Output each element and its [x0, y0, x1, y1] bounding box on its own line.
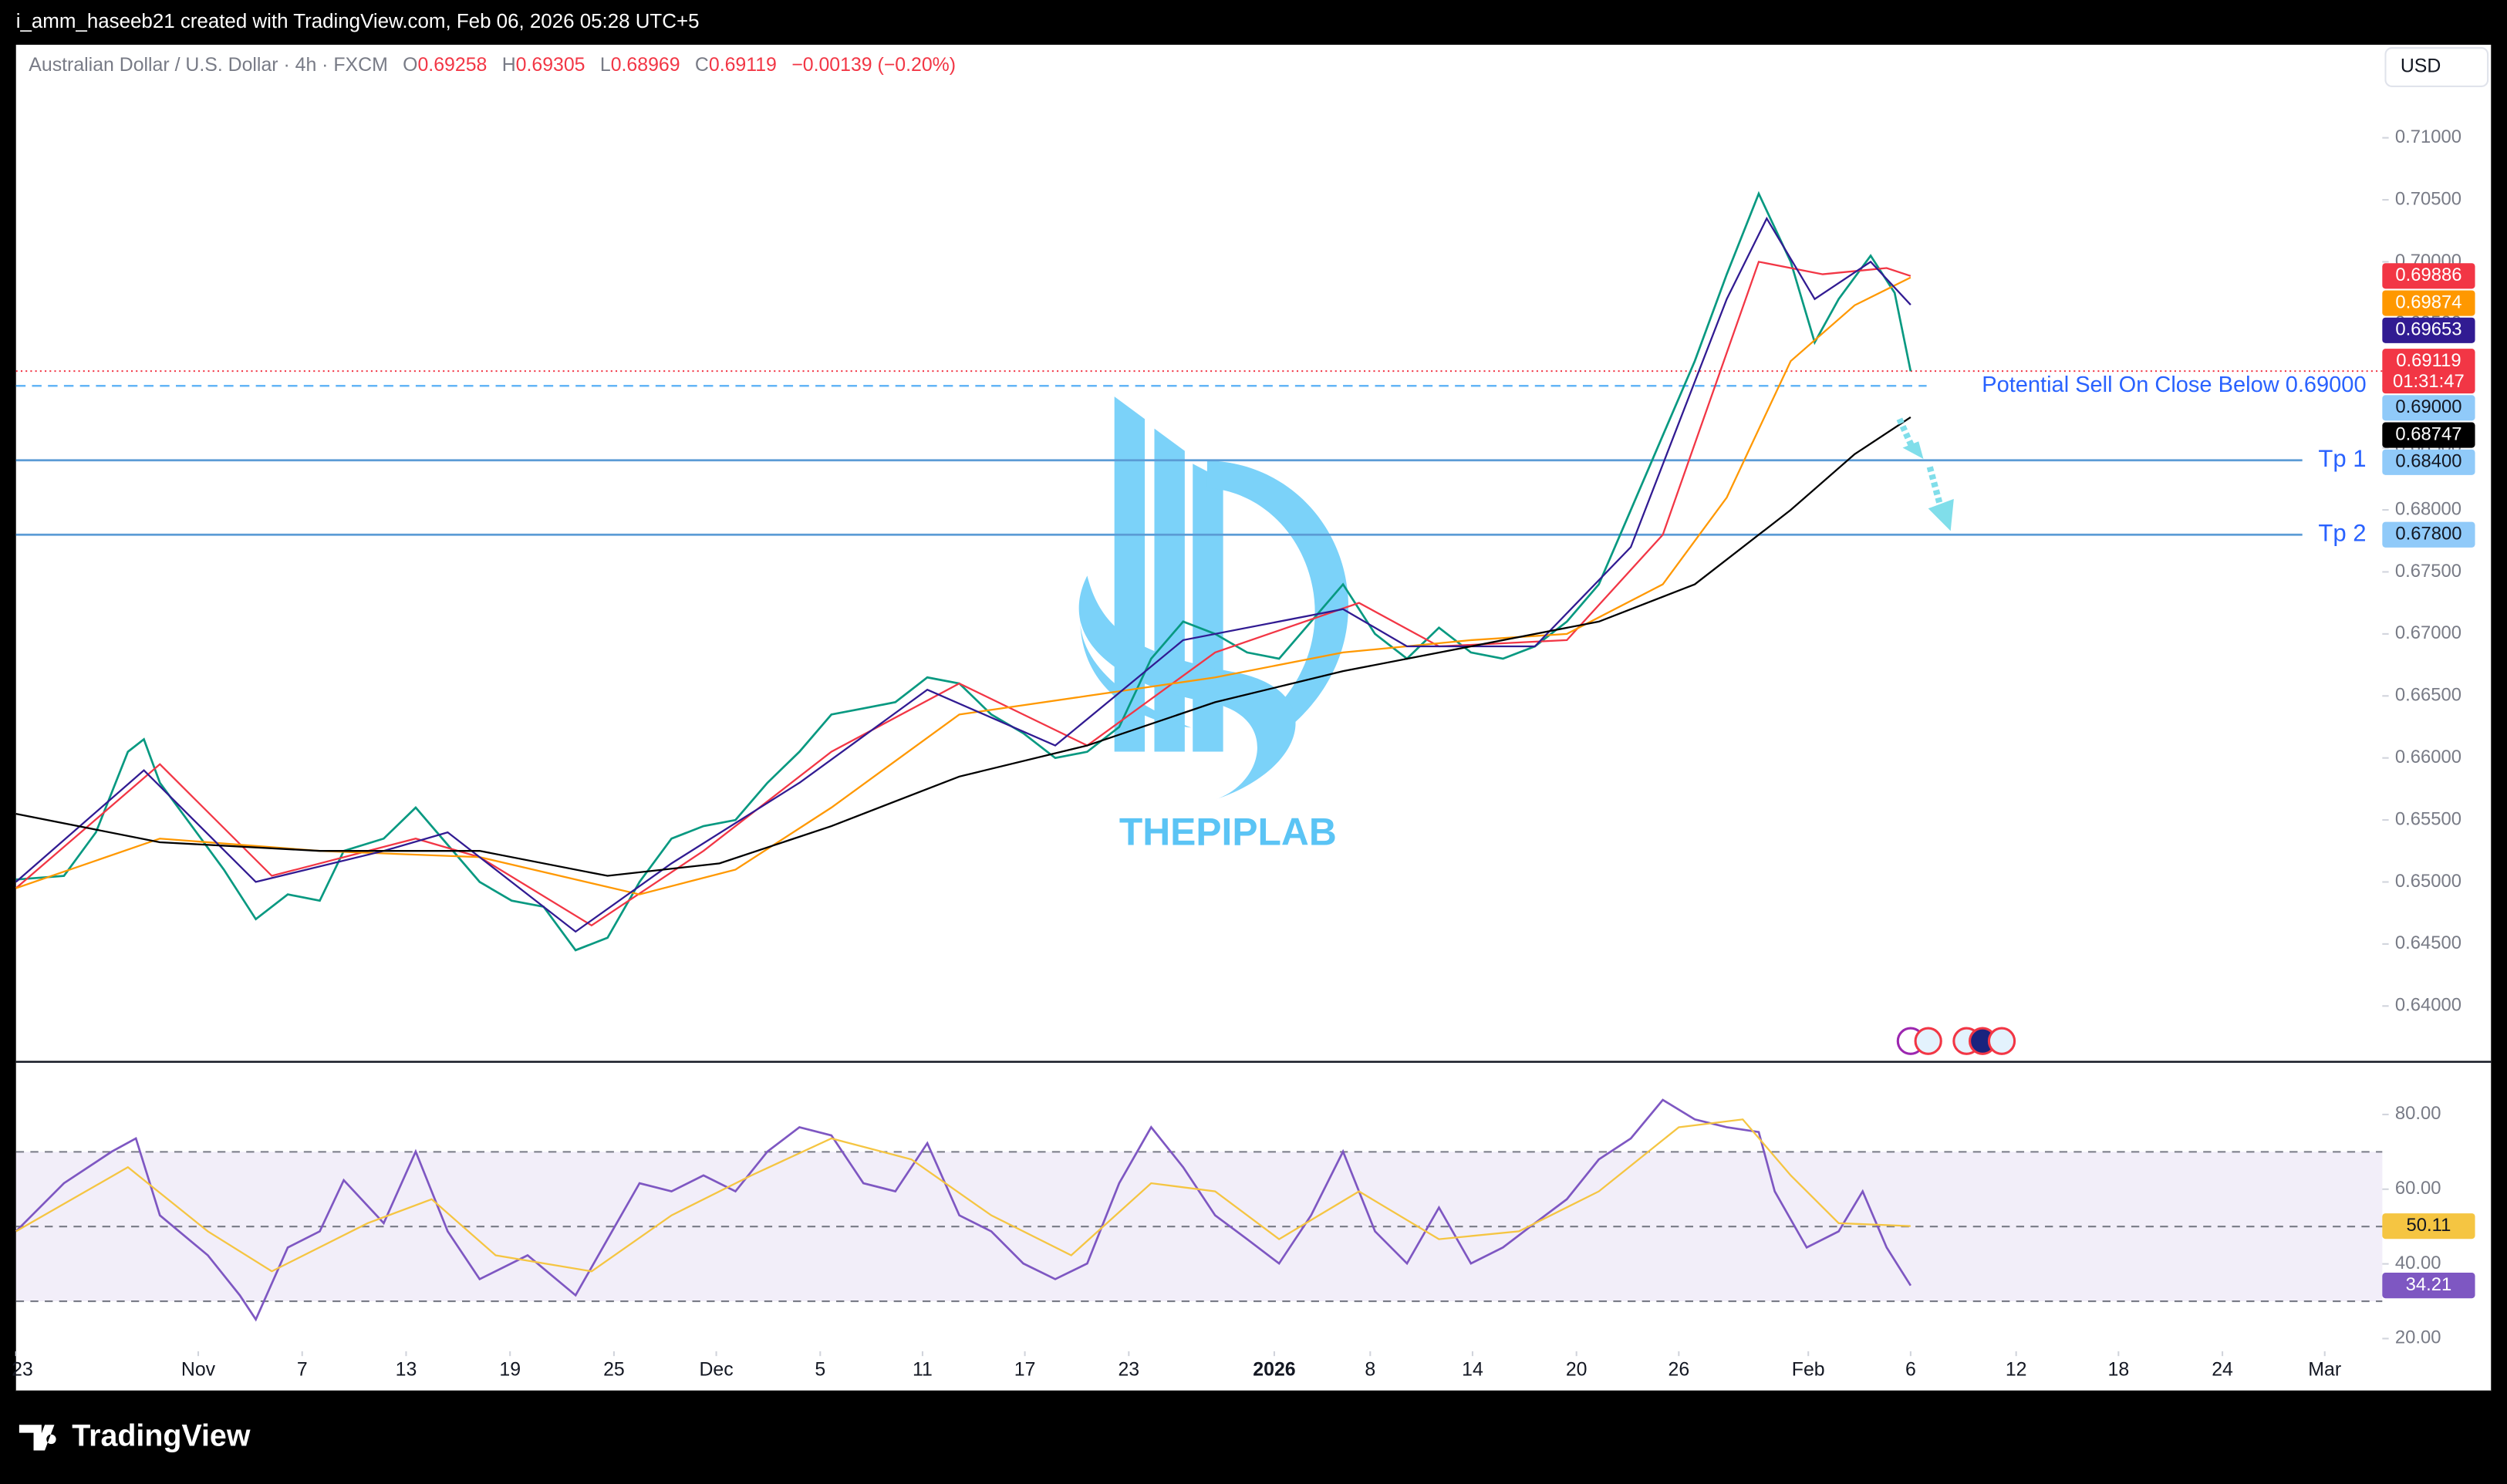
price-badge-text: 34.21: [2406, 1274, 2452, 1295]
watermark-text: THEPIPLAB: [1119, 810, 1337, 853]
y-tick-label: 0.71000: [2395, 126, 2461, 147]
currency[interactable]: USD: [2401, 56, 2441, 77]
x-tick-label: 20: [1566, 1358, 1588, 1380]
legend: Australian Dollar / U.S. Dollar · 4h · F…: [29, 54, 956, 76]
x-tick-label: 14: [1462, 1358, 1483, 1380]
x-tick-label: 23: [12, 1358, 33, 1380]
plots: 0.64000 0.64500 0.65000 0.65500 0.66000 0.665…: [12, 126, 2475, 1380]
x-tick-label: 2026: [1253, 1358, 1295, 1380]
y-tick-label: 20.00: [2395, 1327, 2441, 1348]
price-badge: [2382, 263, 2475, 289]
x-tick-label: Mar: [2308, 1358, 2341, 1380]
price-badge: [2382, 422, 2475, 448]
y-tick-label: 0.64500: [2395, 933, 2461, 953]
price-badge-text: 01:31:47: [2393, 371, 2465, 392]
x-tick-label: 13: [396, 1358, 417, 1380]
ohlc-value: 0.69258: [417, 54, 487, 76]
ohlc-label: C: [695, 54, 709, 76]
x-tick-label: 19: [499, 1358, 521, 1380]
x-tick-label: 12: [2006, 1358, 2027, 1380]
series-line: [15, 276, 1911, 895]
series-line: [15, 191, 1912, 952]
series-line: [15, 216, 1911, 933]
x-tick-label: Dec: [699, 1358, 733, 1380]
price-badge-text: 50.11: [2407, 1215, 2451, 1236]
x-tick-label: 5: [815, 1358, 825, 1380]
price-badge: [2382, 349, 2475, 394]
price-badge-text: 0.68747: [2395, 423, 2461, 444]
x-tick-label: 25: [603, 1358, 625, 1380]
currency-button[interactable]: [2384, 47, 2489, 87]
price-badge-text: 0.68400: [2395, 451, 2461, 472]
price-badge: [2382, 449, 2475, 475]
series-line: [15, 416, 1911, 877]
price-badge-text: 0.69874: [2395, 292, 2461, 312]
y-tick-label: 0.68000: [2395, 498, 2461, 519]
series-line: [15, 1098, 1912, 1322]
change: −0.00139 (−0.20%): [791, 54, 956, 76]
brand-logo: [19, 1425, 56, 1451]
price-badge: [2382, 395, 2475, 421]
price-badge-text: 0.67800: [2395, 524, 2461, 545]
x-tick-label: 23: [1119, 1358, 1140, 1380]
ohlc-label: L: [600, 54, 611, 76]
price-badge: [2382, 521, 2475, 548]
y-tick-label: 0.67000: [2395, 622, 2461, 643]
price-badge-text: 0.69886: [2395, 265, 2461, 285]
brand: TradingView: [72, 1418, 251, 1452]
x-tick-label: 8: [1365, 1358, 1375, 1380]
x-tick-label: 11: [913, 1358, 933, 1380]
ohlc-label: H: [502, 54, 516, 76]
price-badge: [2382, 290, 2475, 316]
price-badge-text: 0.69653: [2395, 319, 2461, 340]
y-tick-label: 0.65000: [2395, 871, 2461, 892]
level-text: Tp 2: [2318, 519, 2366, 546]
x-tick-label: 17: [1014, 1358, 1036, 1380]
ohlc-label: O: [403, 54, 417, 76]
credit: i_amm_haseeb21 created with TradingView.…: [16, 11, 700, 32]
symbol-title: Australian Dollar / U.S. Dollar · 4h · F…: [29, 54, 387, 76]
y-tick-label: 60.00: [2395, 1178, 2441, 1199]
y-tick-label: 40.00: [2395, 1253, 2441, 1273]
x-tick-label: Nov: [181, 1358, 216, 1380]
y-tick-label: 0.67500: [2395, 561, 2461, 582]
price-badge-text: 0.69119: [2396, 350, 2461, 371]
x-tick-label: 26: [1669, 1358, 1690, 1380]
ohlc-value: 0.69119: [709, 54, 777, 76]
price-badge-text: 0.69000: [2395, 396, 2461, 417]
series-line: [15, 1118, 1911, 1273]
x-tick-label: 24: [2212, 1358, 2233, 1380]
y-tick-label: 80.00: [2395, 1103, 2441, 1124]
projection-arrows: [1896, 417, 1954, 531]
price-badge: [2382, 317, 2475, 343]
ohlc-value: 0.68969: [611, 54, 680, 76]
price-badge: [2382, 1213, 2475, 1239]
y-tick-label: 0.65500: [2395, 808, 2461, 829]
x-tick-label: Feb: [1792, 1358, 1825, 1380]
price-badge: [2382, 1273, 2475, 1299]
y-tick-label: 0.66500: [2395, 685, 2461, 706]
level-text: Tp 1: [2318, 445, 2366, 472]
y-tick-label: 0.64000: [2395, 995, 2461, 1016]
x-tick-label: 6: [1905, 1358, 1916, 1380]
y-tick-label: 0.66000: [2395, 747, 2461, 767]
x-tick-label: 7: [297, 1358, 308, 1380]
event-icons[interactable]: [1896, 1027, 2016, 1055]
ohlc-value: 0.69305: [516, 54, 585, 76]
x-tick-label: 18: [2108, 1358, 2130, 1380]
level-text: Potential Sell On Close Below 0.69000: [1982, 373, 2366, 397]
y-tick-label: 0.70500: [2395, 188, 2461, 209]
